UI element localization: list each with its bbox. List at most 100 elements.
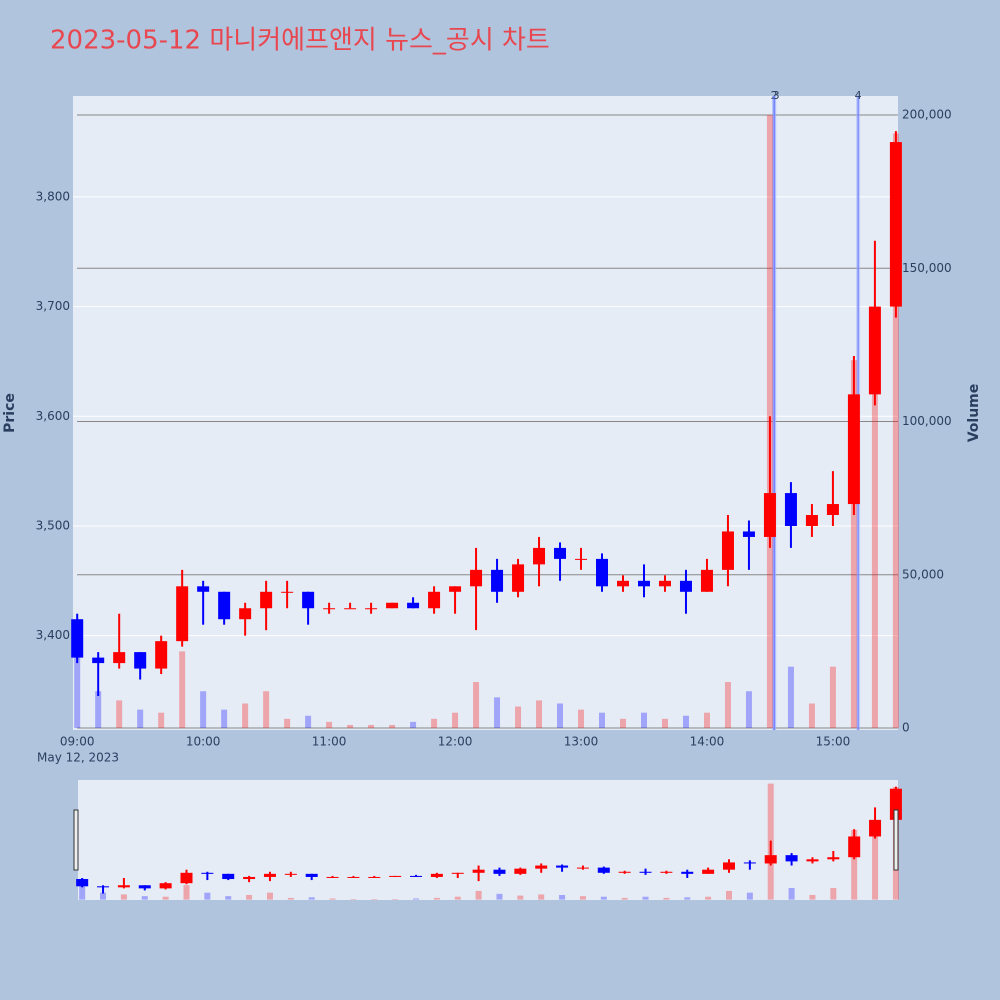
y-tick-label: 3,600 <box>36 409 70 423</box>
slider-candle-body <box>430 873 443 877</box>
slider-volume-bar <box>371 899 378 900</box>
volume-bar <box>682 715 689 729</box>
candle-body <box>386 602 399 609</box>
slider-candle-body <box>889 788 902 820</box>
slider-volume-bar <box>830 888 837 900</box>
event-label: 2 <box>771 89 778 102</box>
candle-body <box>596 558 609 587</box>
volume-bar <box>557 703 564 729</box>
slider-volume-bar <box>559 894 566 900</box>
volume-bar <box>599 712 606 729</box>
slider-candle-body <box>243 876 256 880</box>
x-tick-label: 09:00 <box>60 735 95 749</box>
volume-bar <box>116 700 123 729</box>
slider-volume-bar <box>266 892 273 900</box>
slider-candle-body <box>222 873 235 880</box>
candle-body <box>218 591 231 620</box>
slider-candle-body <box>451 872 464 874</box>
slider-volume-bar <box>433 897 440 900</box>
volume-bar <box>473 682 480 729</box>
slider-candle-body <box>493 869 506 874</box>
volume-bar <box>221 709 228 729</box>
slider-volume-bar <box>475 890 482 900</box>
volume-bar <box>389 724 396 729</box>
slider-volume-bar <box>246 894 253 900</box>
candle-body <box>302 591 315 609</box>
slider-candle-body <box>597 867 610 873</box>
candle-body <box>512 564 525 592</box>
slider-volume-bar <box>684 897 691 900</box>
volume-bar <box>242 703 249 729</box>
slider-volume-bar <box>725 890 732 900</box>
slider-volume-bar <box>79 885 86 900</box>
slider-candle-body <box>556 865 569 868</box>
y2-tick-label: 200,000 <box>902 108 952 122</box>
slider-volume-bar <box>872 824 879 900</box>
slider-candle-body <box>702 869 715 874</box>
candle-body <box>784 493 797 526</box>
slider-candle-body <box>138 885 151 889</box>
candle-body <box>92 657 105 664</box>
candle-body <box>575 558 588 560</box>
candle-body <box>679 580 692 592</box>
candle-body <box>742 531 755 537</box>
slider-candle-body <box>764 855 777 864</box>
candle-body <box>323 608 336 610</box>
candle-body <box>889 142 902 307</box>
slider-candle-body <box>326 876 339 878</box>
candle-body <box>155 641 168 669</box>
candle-body <box>365 608 378 610</box>
slider-volume-bar <box>183 885 190 900</box>
x-tick-label: 10:00 <box>186 735 221 749</box>
slider-candle-body <box>117 885 130 888</box>
candle-body <box>71 619 84 658</box>
slider-volume-bar <box>642 896 649 900</box>
x-tick-label: 13:00 <box>564 735 599 749</box>
slider-volume-bar <box>308 897 315 900</box>
slider-candle-body <box>722 862 735 870</box>
volume-bar <box>620 718 626 729</box>
slider-volume-bar <box>204 892 211 900</box>
candle-body <box>721 531 734 570</box>
volume-bar <box>661 718 668 729</box>
slider-volume-bar <box>788 888 795 900</box>
slider-volume-bar <box>413 898 420 900</box>
slider-handle[interactable] <box>73 809 79 871</box>
slider-candle-body <box>869 819 882 837</box>
candle-body <box>407 602 420 609</box>
candle-body <box>428 591 441 609</box>
slider-candle-body <box>514 868 527 874</box>
volume-bar <box>347 724 354 729</box>
slider-volume-bar <box>162 896 169 900</box>
slider-candle-body <box>263 873 276 877</box>
range-slider[interactable] <box>78 780 898 900</box>
slider-candle-body <box>681 871 694 874</box>
y-tick-label: 3,700 <box>36 299 70 313</box>
chart-title: 2023-05-12 마니커에프앤지 뉴스_공시 차트 <box>50 26 550 56</box>
slider-volume-bar <box>392 899 399 900</box>
candle-body <box>700 569 713 592</box>
y2-tick-label: 150,000 <box>902 261 952 275</box>
slider-candle-body <box>785 855 798 862</box>
candle-body <box>658 580 671 587</box>
y2-tick-label: 0 <box>902 721 910 735</box>
slider-volume-bar <box>141 896 148 900</box>
volume-bar <box>494 697 501 729</box>
slider-candle-body <box>180 872 193 884</box>
volume-bar <box>640 712 647 729</box>
slider-handle[interactable] <box>893 809 899 871</box>
slider-candle-body <box>743 862 756 864</box>
candle-body <box>637 580 650 587</box>
slider-candle-body <box>639 871 652 873</box>
x-sublabel: May 12, 2023 <box>37 751 119 765</box>
slider-candle-body <box>618 871 631 873</box>
candle-body <box>197 586 210 592</box>
slider-volume-bar <box>517 895 524 900</box>
slider-volume-bar <box>579 896 586 900</box>
slider-volume-bar <box>600 896 607 900</box>
volume-bar <box>829 666 836 729</box>
volume-bar <box>745 691 752 729</box>
slider-candle-body <box>806 859 819 862</box>
plot-area <box>73 96 898 730</box>
slider-candle-body <box>97 886 110 888</box>
